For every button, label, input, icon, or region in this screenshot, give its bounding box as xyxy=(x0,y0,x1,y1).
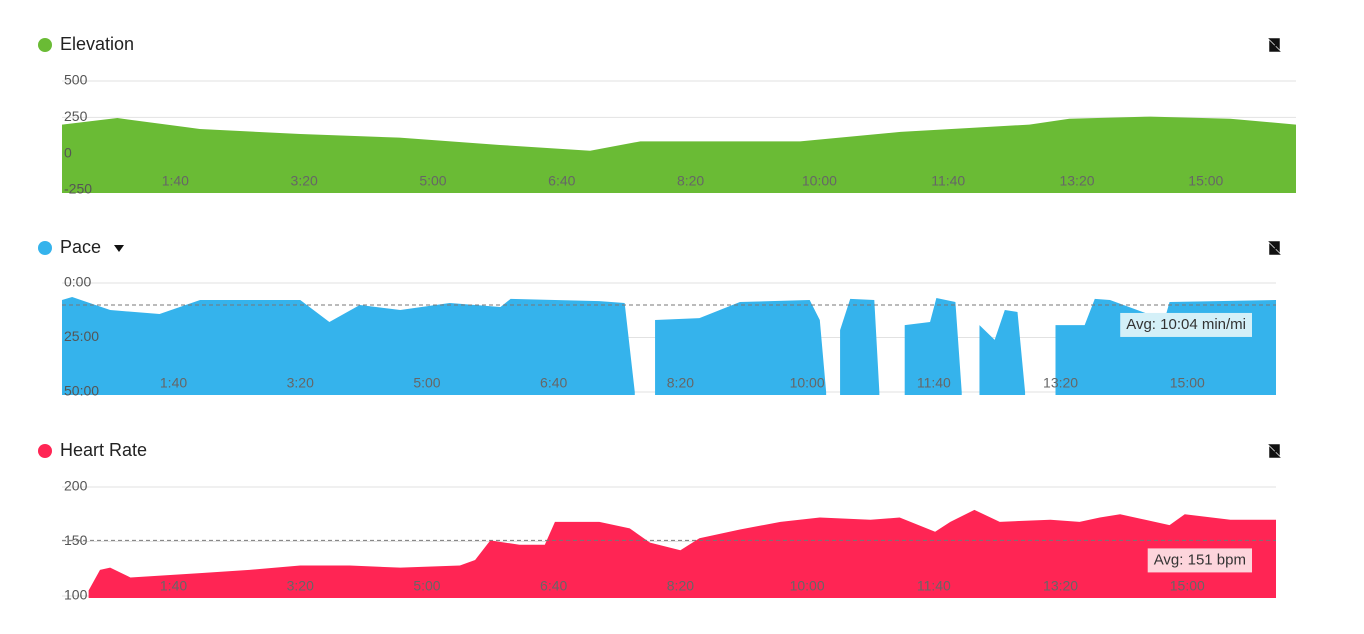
x-tick-label: 1:40 xyxy=(162,173,189,189)
y-tick-label: 100 xyxy=(64,587,88,603)
x-tick-label: 5:00 xyxy=(413,578,440,594)
x-tick-label: 8:20 xyxy=(667,375,694,391)
y-tick-label: -250 xyxy=(64,181,92,197)
x-tick-label: 10:00 xyxy=(802,173,837,189)
expand-icon[interactable] xyxy=(1268,38,1281,52)
average-label-bg xyxy=(1147,548,1252,573)
x-tick-label: 8:20 xyxy=(677,173,704,189)
x-tick-label: 5:00 xyxy=(419,173,446,189)
x-tick-label: 11:40 xyxy=(917,578,951,594)
x-tick-label: 10:00 xyxy=(790,375,825,391)
x-tick-label: 1:40 xyxy=(160,375,187,391)
legend-dot xyxy=(38,38,52,52)
y-tick-label: 500 xyxy=(64,72,88,88)
x-tick-label: 6:40 xyxy=(548,173,575,189)
dropdown-caret[interactable] xyxy=(114,245,124,252)
legend-dot xyxy=(38,444,52,458)
chart-panel: Elevation -250 0 250 500 1:40 3:20 5:00 6:40 8:20… xyxy=(38,34,1296,197)
y-tick-label: 25:00 xyxy=(64,328,99,344)
average-label-bg xyxy=(1120,312,1252,337)
x-tick-label: 6:40 xyxy=(540,578,567,594)
area xyxy=(88,509,1276,598)
y-tick-label: 200 xyxy=(64,478,88,494)
area xyxy=(62,116,1296,193)
average-label: Avg: 10:04 min/mi xyxy=(1126,316,1246,333)
x-tick-label: 3:20 xyxy=(291,173,318,189)
chart-title: Pace xyxy=(60,237,101,257)
chart-title: Heart Rate xyxy=(60,440,147,460)
y-tick-label: 50:00 xyxy=(64,383,99,399)
y-tick-label: 250 xyxy=(64,108,88,124)
chart-panel: Pace 0:00 25:00 50:00 1:40 3:20 5:00 6:40 8:20 10… xyxy=(38,237,1281,399)
x-tick-label: 15:00 xyxy=(1170,375,1205,391)
y-tick-label: 150 xyxy=(64,532,88,548)
x-tick-label: 3:20 xyxy=(287,578,314,594)
x-tick-label: 13:20 xyxy=(1043,375,1078,391)
expand-icon[interactable] xyxy=(1268,444,1281,458)
x-tick-label: 11:40 xyxy=(917,375,951,391)
x-tick-label: 13:20 xyxy=(1059,173,1094,189)
y-tick-label: 0:00 xyxy=(64,274,91,290)
x-tick-label: 11:40 xyxy=(931,173,965,189)
y-tick-label: 0 xyxy=(64,144,72,160)
x-tick-label: 5:00 xyxy=(413,375,440,391)
area xyxy=(62,296,1276,395)
x-tick-label: 3:20 xyxy=(287,375,314,391)
x-tick-label: 10:00 xyxy=(790,578,825,594)
x-tick-label: 8:20 xyxy=(667,578,694,594)
chart-title: Elevation xyxy=(60,34,134,54)
chart-panel: Heart Rate 100 150 200 1:40 3:20 5:00 6:40 8:20 1… xyxy=(38,440,1281,603)
x-tick-label: 15:00 xyxy=(1188,173,1223,189)
x-tick-label: 1:40 xyxy=(160,578,187,594)
expand-icon[interactable] xyxy=(1268,241,1281,255)
legend-dot xyxy=(38,241,52,255)
x-tick-label: 13:20 xyxy=(1043,578,1078,594)
average-label: Avg: 151 bpm xyxy=(1154,551,1246,568)
x-tick-label: 6:40 xyxy=(540,375,567,391)
x-tick-label: 15:00 xyxy=(1170,578,1205,594)
